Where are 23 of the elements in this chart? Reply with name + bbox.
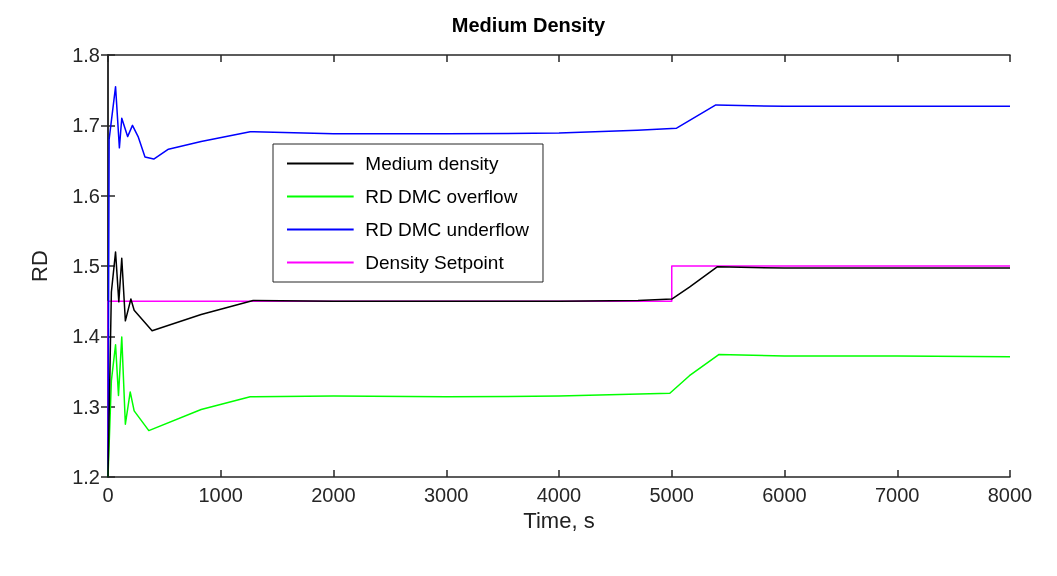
x-tick-label: 8000	[987, 484, 1033, 506]
x-tick-label: 6000	[762, 484, 807, 506]
y-tick-label: 1.4	[72, 325, 100, 348]
legend-label: Medium density	[365, 153, 499, 174]
x-tick-label: 3000	[424, 484, 469, 506]
chart-title: Medium Density	[451, 14, 607, 36]
y-tick-label: 1.3	[72, 395, 100, 418]
y-tick-label: 1.8	[72, 44, 100, 66]
y-tick-label: 1.5	[72, 255, 100, 277]
legend-label: Density Setpoint	[365, 252, 505, 273]
x-tick-label: 5000	[649, 484, 694, 506]
legend-label: RD DMC overflow	[365, 186, 518, 207]
y-tick-label: 1.6	[72, 184, 100, 207]
x-tick-label: 1000	[198, 484, 243, 506]
x-tick-label: 2000	[311, 484, 356, 506]
legend-label: RD DMC underflow	[365, 219, 530, 240]
x-tick-label: 7000	[875, 484, 920, 506]
x-tick-label: 4000	[536, 484, 582, 506]
x-axis-title: Time, s	[523, 508, 595, 534]
y-axis-title: RD	[26, 250, 52, 282]
y-tick-label: 1.7	[72, 114, 100, 137]
x-tick-label: 0	[102, 484, 114, 506]
y-tick-label: 1.2	[72, 466, 100, 488]
